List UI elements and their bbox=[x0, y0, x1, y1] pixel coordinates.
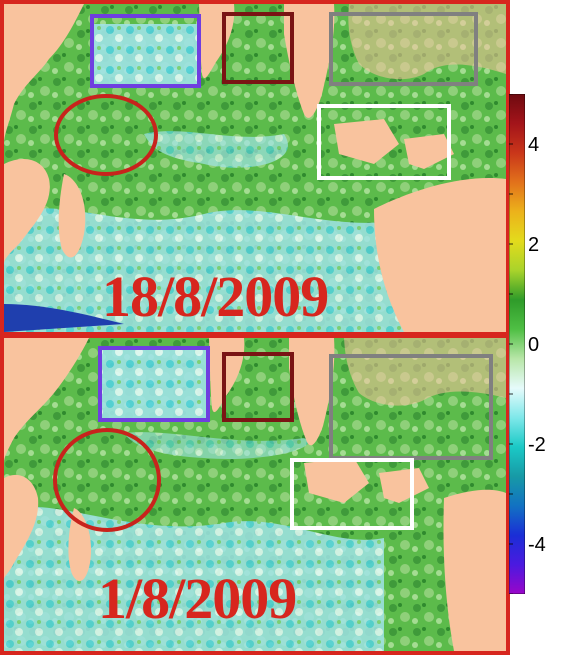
white-box bbox=[290, 458, 414, 530]
purple-box bbox=[98, 346, 210, 422]
date-label-top: 18/8/2009 bbox=[102, 264, 329, 329]
maroon-box bbox=[222, 12, 294, 84]
map-panel-top: 18/8/2009 bbox=[0, 0, 510, 336]
ocean-map-top bbox=[4, 4, 506, 332]
maroon-box bbox=[222, 352, 294, 422]
colorbar-tick-label: 4 bbox=[528, 134, 540, 156]
purple-box bbox=[90, 14, 201, 88]
colorbar bbox=[509, 94, 525, 594]
colorbar-tick-label: 0 bbox=[528, 334, 540, 356]
red-circle bbox=[54, 94, 158, 176]
white-box bbox=[317, 104, 451, 180]
colorbar-tick-label: -2 bbox=[528, 434, 546, 456]
red-circle bbox=[53, 428, 161, 532]
colorbar-tick-label: 2 bbox=[528, 234, 540, 256]
ocean-map-bottom bbox=[4, 338, 506, 651]
colorbar-tick-label: -4 bbox=[528, 534, 546, 556]
gray-box bbox=[329, 12, 478, 86]
map-panel-bottom: 1/8/2009 bbox=[0, 334, 510, 655]
date-label-bottom: 1/8/2009 bbox=[98, 566, 297, 631]
